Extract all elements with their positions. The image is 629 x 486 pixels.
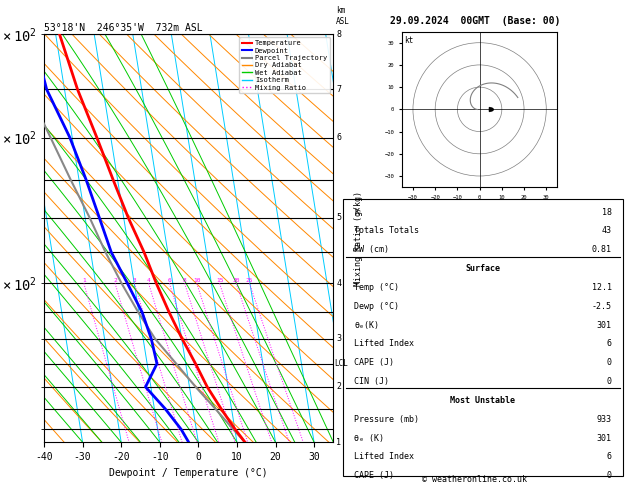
Text: 25: 25 [246,278,253,283]
Text: 53°18'N  246°35'W  732m ASL: 53°18'N 246°35'W 732m ASL [44,23,203,33]
Text: Lifted Index: Lifted Index [354,339,414,348]
Text: Pressure (mb): Pressure (mb) [354,415,419,424]
Text: 8: 8 [337,30,342,38]
Text: 301: 301 [596,434,611,443]
Text: kt: kt [404,36,413,45]
Text: 6: 6 [606,339,611,348]
Text: 4: 4 [147,278,150,283]
Text: -2.5: -2.5 [591,302,611,311]
Text: θₑ(K): θₑ(K) [354,321,379,330]
Text: 10: 10 [193,278,201,283]
Text: 6: 6 [606,452,611,461]
Text: 6: 6 [337,133,342,142]
Text: 18: 18 [601,208,611,217]
Text: θₑ (K): θₑ (K) [354,434,384,443]
Text: LCL: LCL [334,359,348,368]
Text: 3: 3 [337,334,342,344]
Text: Mixing Ratio (g/kg): Mixing Ratio (g/kg) [353,191,363,286]
Text: 20: 20 [233,278,240,283]
Text: 5: 5 [337,213,342,222]
Text: 12.1: 12.1 [591,283,611,292]
Text: Lifted Index: Lifted Index [354,452,414,461]
Text: Surface: Surface [465,264,500,273]
Text: 0: 0 [606,471,611,480]
X-axis label: Dewpoint / Temperature (°C): Dewpoint / Temperature (°C) [109,468,268,478]
Text: CAPE (J): CAPE (J) [354,471,394,480]
Text: © weatheronline.co.uk: © weatheronline.co.uk [423,474,527,484]
Text: 0.81: 0.81 [591,245,611,254]
Text: CAPE (J): CAPE (J) [354,358,394,367]
Text: 301: 301 [596,321,611,330]
Text: 8: 8 [183,278,187,283]
Text: 7: 7 [337,85,342,94]
Text: 0: 0 [606,377,611,386]
Text: CIN (J): CIN (J) [354,377,389,386]
Text: 1: 1 [337,438,342,447]
Text: K: K [354,208,359,217]
Legend: Temperature, Dewpoint, Parcel Trajectory, Dry Adiabat, Wet Adiabat, Isotherm, Mi: Temperature, Dewpoint, Parcel Trajectory… [239,37,330,93]
Text: 6: 6 [167,278,171,283]
Text: 15: 15 [216,278,223,283]
Text: 43: 43 [601,226,611,235]
Text: Temp (°C): Temp (°C) [354,283,399,292]
Text: PW (cm): PW (cm) [354,245,389,254]
Text: Most Unstable: Most Unstable [450,396,515,405]
Text: Dewp (°C): Dewp (°C) [354,302,399,311]
Text: 933: 933 [596,415,611,424]
Text: 0: 0 [606,358,611,367]
Text: 29.09.2024  00GMT  (Base: 00): 29.09.2024 00GMT (Base: 00) [390,16,560,26]
Text: 2: 2 [113,278,117,283]
Text: Totals Totals: Totals Totals [354,226,419,235]
Text: 1: 1 [82,278,86,283]
Text: 3: 3 [133,278,136,283]
Text: km
ASL: km ASL [337,6,350,26]
Text: 4: 4 [337,279,342,288]
Text: 2: 2 [337,382,342,391]
